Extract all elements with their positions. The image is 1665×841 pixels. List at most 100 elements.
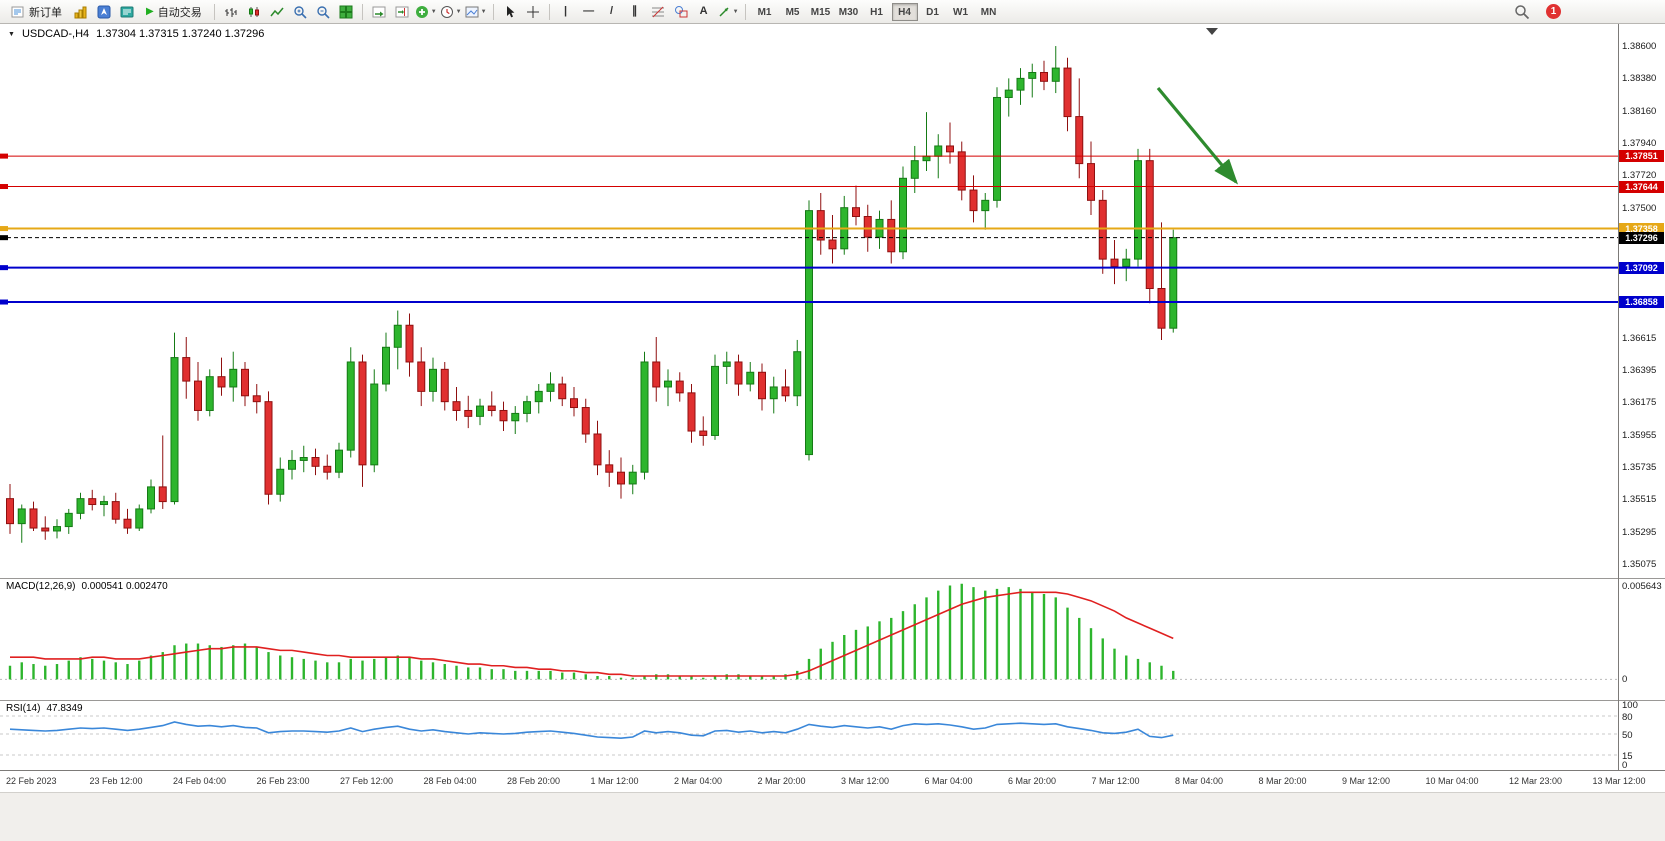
chart-shift-button[interactable] xyxy=(391,2,413,22)
trendline-icon: / xyxy=(610,5,614,17)
price-axis-label: 1.35735 xyxy=(1622,462,1657,474)
new-order-button[interactable]: 新订单 xyxy=(4,2,69,22)
notification-badge[interactable]: 1 xyxy=(1546,4,1561,19)
candle xyxy=(910,145,919,193)
candle xyxy=(194,361,202,421)
candle xyxy=(793,339,802,407)
timeframe-button-m5[interactable]: M5 xyxy=(785,6,800,18)
auto-trading-button[interactable]: ▶ 自动交易 xyxy=(139,2,209,22)
candle xyxy=(805,200,813,461)
chart-window: ▼ USDCAD-,H4 1.37304 1.37315 1.37240 1.3… xyxy=(0,24,1665,841)
candle xyxy=(722,351,731,385)
candle xyxy=(217,357,226,396)
auto-scroll-button[interactable] xyxy=(368,2,390,22)
candle xyxy=(1087,141,1095,216)
timeframe-button-m30[interactable]: M30 xyxy=(838,6,859,18)
candle xyxy=(393,310,402,370)
cursor-button[interactable] xyxy=(499,2,521,22)
macd-name: MACD(12,26,9) xyxy=(6,581,76,592)
rsi-panel-divider[interactable] xyxy=(0,700,1665,701)
candle xyxy=(53,519,61,539)
time-axis-label: 10 Mar 04:00 xyxy=(1425,776,1479,786)
channel-button[interactable]: ∥ xyxy=(624,2,646,22)
arrows-tool-icon xyxy=(719,6,729,17)
zoom-out-button[interactable] xyxy=(312,2,334,22)
candle xyxy=(828,215,837,264)
timeframe-button-h4[interactable]: H4 xyxy=(891,3,918,22)
templates-button[interactable]: ▼ xyxy=(464,2,488,22)
chart-menu-icon[interactable]: ▼ xyxy=(8,30,15,38)
resistance-line-2-price-tag: 1.37644 xyxy=(1619,180,1664,193)
text-button[interactable]: A xyxy=(693,2,715,22)
timeframe-button-mn[interactable]: MN xyxy=(980,6,997,18)
zoom-in-button[interactable] xyxy=(289,2,311,22)
candle xyxy=(523,395,531,423)
candle xyxy=(605,450,614,487)
macd-panel[interactable]: MACD(12,26,9) 0.000541 0.002470 0.005643… xyxy=(0,579,1665,700)
indicators-button[interactable]: ▼ xyxy=(414,2,438,22)
candle xyxy=(123,508,132,534)
search-icon[interactable] xyxy=(1514,4,1530,20)
candle xyxy=(76,492,85,520)
candle xyxy=(946,122,954,164)
text-tool-icon: A xyxy=(699,5,708,17)
horizontal-line-button[interactable]: — xyxy=(578,2,600,22)
candle xyxy=(1134,148,1142,267)
drawn-arrow[interactable] xyxy=(1156,86,1239,185)
candle xyxy=(899,166,907,260)
navigator-icon xyxy=(97,5,111,18)
rsi-line xyxy=(9,721,1174,740)
fibonacci-icon xyxy=(651,6,664,17)
candle xyxy=(6,483,14,534)
bar-chart-button[interactable] xyxy=(220,2,242,22)
terminal-button[interactable] xyxy=(116,2,138,22)
time-axis[interactable]: 22 Feb 2023 23 Feb 12:00 24 Feb 04:00 26 Fe… xyxy=(0,770,1665,792)
time-axis-label: 6 Mar 04:00 xyxy=(924,776,973,786)
time-axis-label: 13 Mar 12:00 xyxy=(1592,776,1646,786)
chart-symbol-period: USDCAD-,H4 xyxy=(21,28,90,40)
arrows-button[interactable]: ▼ xyxy=(716,2,740,22)
navigator-button[interactable] xyxy=(93,2,115,22)
shapes-button[interactable] xyxy=(670,2,692,22)
line-chart-icon xyxy=(270,7,284,16)
candle xyxy=(311,448,320,476)
crosshair-button[interactable] xyxy=(522,2,544,22)
line-chart-button[interactable] xyxy=(266,2,288,22)
candle xyxy=(64,508,73,534)
candle xyxy=(546,372,555,402)
time-axis-label: 24 Feb 04:00 xyxy=(173,776,227,786)
candle xyxy=(769,376,778,414)
timeframe-button-m1[interactable]: M1 xyxy=(757,6,772,18)
vertical-line-button[interactable]: | xyxy=(555,2,577,22)
price-axis-label: 1.36175 xyxy=(1622,397,1657,409)
candle xyxy=(464,395,473,429)
candle xyxy=(852,185,860,226)
rsi-panel[interactable]: RSI(14) 47.8349 100 80 50 15 0 xyxy=(0,700,1665,771)
timeframe-button-m15[interactable]: M15 xyxy=(810,6,831,18)
trendline-button[interactable]: / xyxy=(601,2,623,22)
tile-windows-button[interactable] xyxy=(335,2,357,22)
candle xyxy=(241,361,249,407)
timeframe-button-h1[interactable]: H1 xyxy=(870,6,883,18)
macd-panel-divider[interactable] xyxy=(0,578,1665,579)
main-chart-panel[interactable]: ▼ USDCAD-,H4 1.37304 1.37315 1.37240 1.3… xyxy=(0,24,1665,578)
periods-button[interactable]: ▼ xyxy=(439,2,463,22)
price-axis-label: 1.38600 xyxy=(1622,41,1657,53)
macd-signal-line xyxy=(10,591,1174,677)
arrows-dropdown-icon: ▼ xyxy=(732,8,739,15)
macd-chart xyxy=(0,583,1618,680)
candle xyxy=(100,495,108,517)
timeframe-button-d1[interactable]: D1 xyxy=(926,6,939,18)
toolbar-right-group: 1 xyxy=(1514,4,1561,20)
candle xyxy=(687,384,696,443)
candle xyxy=(323,454,332,480)
candlestick-button[interactable] xyxy=(243,2,265,22)
zoom-in-icon xyxy=(294,5,307,19)
market-watch-button[interactable] xyxy=(70,2,92,22)
candle xyxy=(570,386,578,417)
fibonacci-button[interactable] xyxy=(647,2,669,22)
candle xyxy=(617,457,625,499)
pivot-line-edge-marker xyxy=(0,226,8,232)
timeframe-button-w1[interactable]: W1 xyxy=(953,6,969,18)
candle xyxy=(1110,240,1119,285)
